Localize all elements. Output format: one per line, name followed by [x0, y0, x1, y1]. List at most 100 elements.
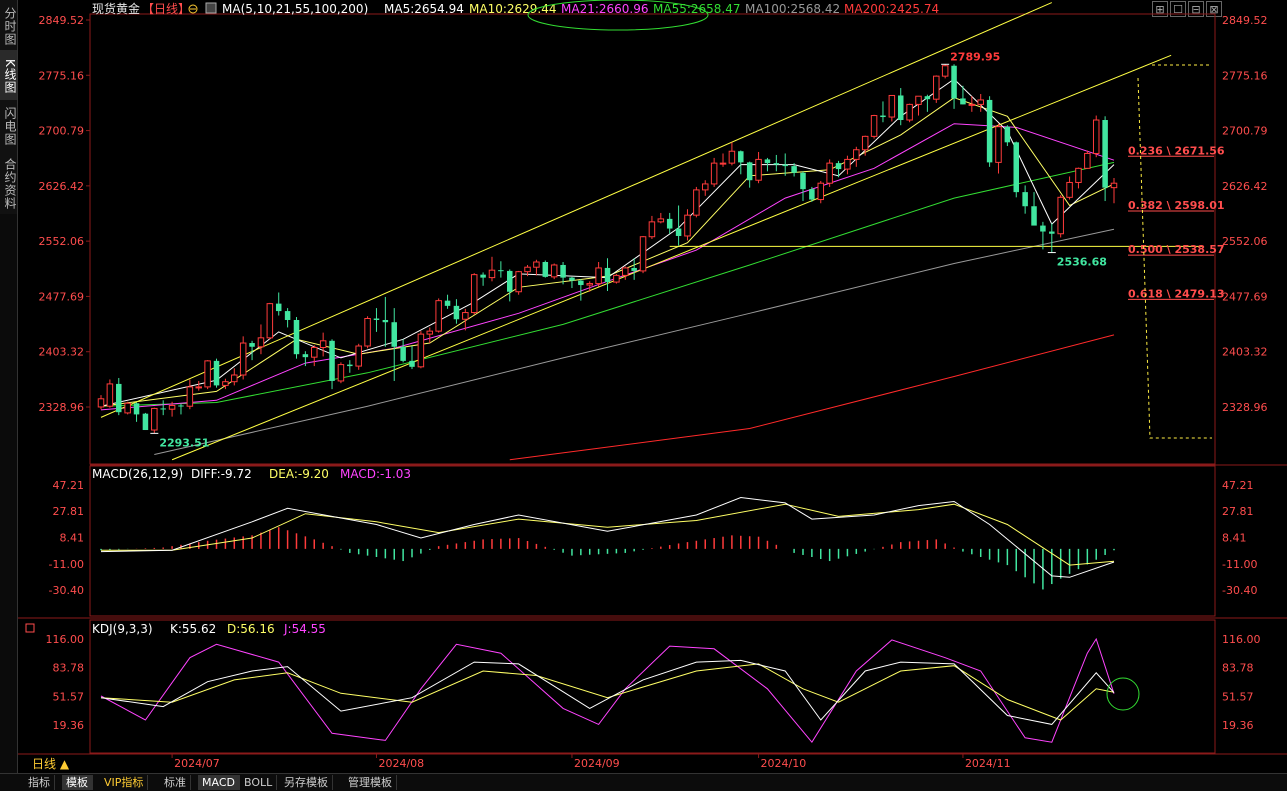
- candle-body-down: [133, 403, 140, 415]
- legend-item: DIFF:-9.72: [191, 467, 252, 481]
- tab-contract-info[interactable]: 合约资料: [0, 150, 18, 214]
- tab-vip-indicator[interactable]: VIP指标: [100, 775, 149, 790]
- candle-body-up: [817, 182, 825, 201]
- low-label: 2536.68: [1057, 256, 1107, 269]
- ma200-line: [509, 334, 1115, 461]
- candle-body-down: [738, 151, 744, 163]
- macd-tick-right: -30.40: [1222, 584, 1257, 597]
- tab-kline[interactable]: K线图: [0, 50, 18, 100]
- kdj-series: [100, 637, 1115, 744]
- close-icon[interactable]: ⊠: [1206, 1, 1222, 17]
- settings-icon[interactable]: [205, 2, 217, 14]
- fibonacci-levels: 0.236 \ 2671.56 0.382 \ 2598.01 0.500 \ 25…: [1128, 144, 1225, 300]
- candle-body-up: [1075, 167, 1082, 183]
- candle-body-up: [319, 340, 327, 348]
- ma55-line: [100, 161, 1115, 407]
- candle-body-down: [249, 343, 255, 347]
- candle-body-up: [364, 318, 371, 347]
- candle-body-up: [657, 218, 665, 223]
- legend-item: MACD:-1.03: [340, 467, 411, 481]
- tab-intraday[interactable]: 分时图: [0, 0, 18, 50]
- candle-body-up: [1084, 152, 1091, 169]
- candle-body-down: [444, 300, 451, 306]
- macd-tick-left: 27.81: [53, 505, 85, 518]
- candle-body-up: [470, 274, 478, 314]
- candle-body-up: [861, 135, 869, 151]
- candle-body-down: [329, 340, 335, 381]
- kdj-tick-left: 19.36: [53, 719, 85, 732]
- kdj-k-line: [100, 659, 1115, 725]
- tab-flash-chart[interactable]: 闪电图: [0, 100, 18, 150]
- candle-body-up: [435, 300, 442, 332]
- candle-body-up: [1066, 181, 1073, 198]
- price-tick-right: 2849.52: [1222, 14, 1268, 27]
- tab-standard[interactable]: 标准: [160, 775, 191, 790]
- macd-dea-line: [101, 503, 1115, 566]
- candle-body-up: [1092, 119, 1100, 154]
- layout-icon[interactable]: ⊞: [1152, 1, 1168, 17]
- period-button[interactable]: 日线 ▲: [32, 757, 70, 771]
- candle-body-up: [488, 269, 496, 279]
- add-icon[interactable]: [188, 4, 198, 14]
- tab-save-template[interactable]: 另存模板: [280, 775, 333, 790]
- candle-body-down: [782, 164, 788, 167]
- price-tick-right: 2477.69: [1222, 290, 1268, 303]
- candle-body-down: [400, 346, 406, 361]
- macd-tick-left: -30.40: [49, 584, 84, 597]
- candle-body-up: [151, 407, 158, 431]
- price-tick-left: 2775.16: [39, 69, 85, 82]
- candle-body-down: [178, 405, 184, 407]
- price-tick-right: 2403.32: [1222, 346, 1268, 359]
- fib-level-label: 0.618 \ 2479.13: [1128, 287, 1225, 300]
- tab-manage-template[interactable]: 管理模板: [344, 775, 397, 790]
- tab-boll[interactable]: BOLL: [240, 775, 278, 790]
- tab-template[interactable]: 模板: [62, 775, 93, 790]
- restore-icon[interactable]: ⊟: [1188, 1, 1204, 17]
- price-tick-right: 2700.79: [1222, 125, 1268, 138]
- tab-macd[interactable]: MACD: [198, 775, 240, 790]
- price-tick-left: 2328.96: [39, 401, 85, 414]
- kdj-tick-right: 19.36: [1222, 719, 1254, 732]
- candle-body-up: [995, 126, 1002, 163]
- macd-tick-left: 47.21: [53, 479, 85, 492]
- tab-indicator[interactable]: 指标: [24, 775, 55, 790]
- candle-body-up: [906, 103, 913, 121]
- macd-tick-right: 47.21: [1222, 479, 1254, 492]
- fib-level-label: 0.500 \ 2538.57: [1128, 243, 1225, 256]
- candle-body-up: [870, 115, 878, 137]
- price-tick-right: 2626.42: [1222, 180, 1268, 193]
- candle-body-down: [604, 267, 611, 283]
- candle-body-up: [186, 386, 194, 407]
- candle-body-down: [1040, 225, 1046, 232]
- candle-body-up: [337, 364, 345, 382]
- legend-item: KDJ(9,3,3): [92, 622, 153, 636]
- price-tick-left: 2626.42: [39, 180, 85, 193]
- macd-tick-right: 8.41: [1222, 531, 1247, 544]
- price-tick-right: 2328.96: [1222, 401, 1268, 414]
- x-tick-label: 2024/08: [378, 757, 424, 770]
- candle-body-up: [231, 374, 238, 383]
- macd-diff-line: [100, 496, 1115, 578]
- candle-body-up: [719, 162, 727, 165]
- candle-body-down: [542, 262, 549, 277]
- legend-item: MA(5,10,21,55,100,200): [222, 2, 368, 16]
- x-tick-label: 2024/09: [574, 757, 620, 770]
- candle-body-up: [853, 149, 860, 160]
- channel-trendline: [100, 2, 1052, 418]
- candle-body-down: [453, 305, 460, 320]
- candle-body-up: [257, 337, 265, 348]
- maximize-icon[interactable]: ☐: [1170, 1, 1186, 17]
- candle-body-up: [1110, 182, 1118, 189]
- price-tick-left: 2477.69: [39, 290, 85, 303]
- candle-body-down: [746, 162, 753, 181]
- candle-body-down: [284, 311, 291, 320]
- trendlines: [100, 2, 1203, 461]
- panel-settings-icon[interactable]: [25, 623, 35, 633]
- kdj-panel-frame: [89, 619, 1216, 754]
- price-tick-left: 2700.79: [39, 125, 85, 138]
- candle-body-down: [791, 166, 797, 173]
- legend-item: J:54.55: [283, 622, 326, 636]
- candle-body-down: [160, 408, 166, 410]
- candle-body-down: [924, 96, 931, 100]
